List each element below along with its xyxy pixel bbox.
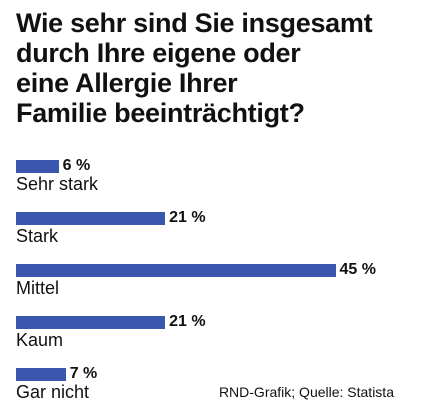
category-label-mittel: Mittel xyxy=(16,278,60,298)
bar-row-4: 7 % Gar nicht xyxy=(16,365,416,418)
bar-row-3: 21 % Kaum xyxy=(16,313,416,366)
value-label-mittel: 45 % xyxy=(339,261,376,278)
category-label-stark: Stark xyxy=(16,226,59,246)
chart-title: Wie sehr sind Sie insgesamt durch Ihre e… xyxy=(16,8,373,128)
bar-row-0: 6 % Sehr stark xyxy=(16,157,416,210)
value-label-sehr-stark: 6 % xyxy=(62,157,91,174)
category-label-sehr-stark: Sehr stark xyxy=(16,174,99,194)
source-note: RND-Grafik; Quelle: Statista xyxy=(218,384,394,400)
bar-kaum xyxy=(16,316,166,329)
bar-sehr-stark xyxy=(16,160,59,173)
category-label-kaum: Kaum xyxy=(16,330,64,350)
bar-mittel xyxy=(16,264,336,277)
value-label-gar-nicht: 7 % xyxy=(69,365,98,382)
bar-row-2: 45 % Mittel xyxy=(16,261,416,314)
value-label-stark: 21 % xyxy=(169,209,206,226)
bar-chart: 6 % Sehr stark 21 % Stark 45 % Mittel 21… xyxy=(16,0,416,418)
value-label-kaum: 21 % xyxy=(169,313,206,330)
bar-stark xyxy=(16,212,166,225)
category-label-gar-nicht: Gar nicht xyxy=(16,382,90,402)
bar-row-1: 21 % Stark xyxy=(16,209,416,262)
bar-gar-nicht xyxy=(16,368,66,381)
